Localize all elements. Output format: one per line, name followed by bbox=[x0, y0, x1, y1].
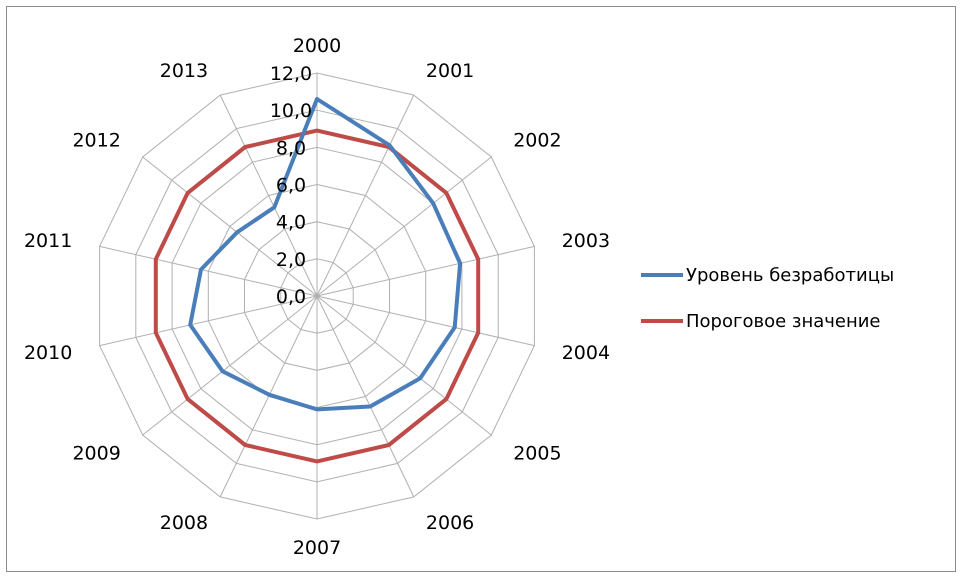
radial-tick-label: 10,0 bbox=[270, 100, 312, 122]
category-label: 2008 bbox=[160, 512, 208, 534]
radial-tick-labels: 0,0 2,0 4,0 6,0 8,0 10,0 12,0 bbox=[270, 63, 312, 308]
category-label: 2000 bbox=[293, 35, 341, 57]
grid-spoke bbox=[142, 295, 318, 436]
category-label: 2012 bbox=[72, 130, 120, 152]
category-label: 2001 bbox=[426, 60, 474, 82]
legend-item-threshold: Пороговое значение bbox=[641, 311, 881, 332]
radar-grid bbox=[99, 72, 535, 520]
grid-spoke bbox=[316, 295, 492, 436]
legend-item-unemployment: Уровень безработицы bbox=[641, 265, 894, 286]
legend-label-threshold: Пороговое значение bbox=[686, 311, 881, 332]
series-line-threshold bbox=[153, 128, 481, 464]
category-labels: 2000 2001 2002 2003 2004 2005 2006 2007 2008 2009… bbox=[24, 35, 610, 559]
category-label: 2004 bbox=[562, 342, 610, 364]
grid-spoke bbox=[316, 295, 535, 347]
radial-tick-label: 8,0 bbox=[276, 137, 306, 159]
category-label: 2011 bbox=[24, 230, 72, 252]
series-line-unemployment bbox=[188, 97, 463, 412]
category-label: 2009 bbox=[72, 443, 120, 465]
category-label: 2006 bbox=[426, 512, 474, 534]
category-label: 2002 bbox=[513, 130, 561, 152]
grid-spoke bbox=[219, 94, 318, 297]
chart-frame bbox=[6, 6, 956, 572]
grid-spoke bbox=[99, 245, 318, 297]
series-lines bbox=[153, 97, 481, 464]
grid-spoke bbox=[316, 156, 492, 297]
radial-tick-label: 6,0 bbox=[276, 175, 306, 197]
category-label: 2013 bbox=[160, 60, 208, 82]
radial-tick-label: 0,0 bbox=[276, 286, 306, 308]
radial-tick-label: 2,0 bbox=[276, 249, 306, 271]
grid-spoke bbox=[142, 156, 318, 297]
category-label: 2010 bbox=[24, 342, 72, 364]
category-label: 2007 bbox=[293, 537, 341, 559]
category-label: 2003 bbox=[562, 230, 610, 252]
grid-spoke bbox=[316, 94, 415, 297]
category-label: 2005 bbox=[513, 443, 561, 465]
radial-tick-label: 12,0 bbox=[270, 63, 312, 85]
grid-spoke bbox=[99, 295, 318, 347]
legend-label-unemployment: Уровень безработицы bbox=[686, 265, 894, 286]
grid-spoke bbox=[316, 295, 415, 498]
grid-spoke bbox=[316, 245, 535, 297]
legend: Уровень безработицы Пороговое значение bbox=[641, 265, 894, 332]
radial-tick-label: 4,0 bbox=[276, 212, 306, 234]
